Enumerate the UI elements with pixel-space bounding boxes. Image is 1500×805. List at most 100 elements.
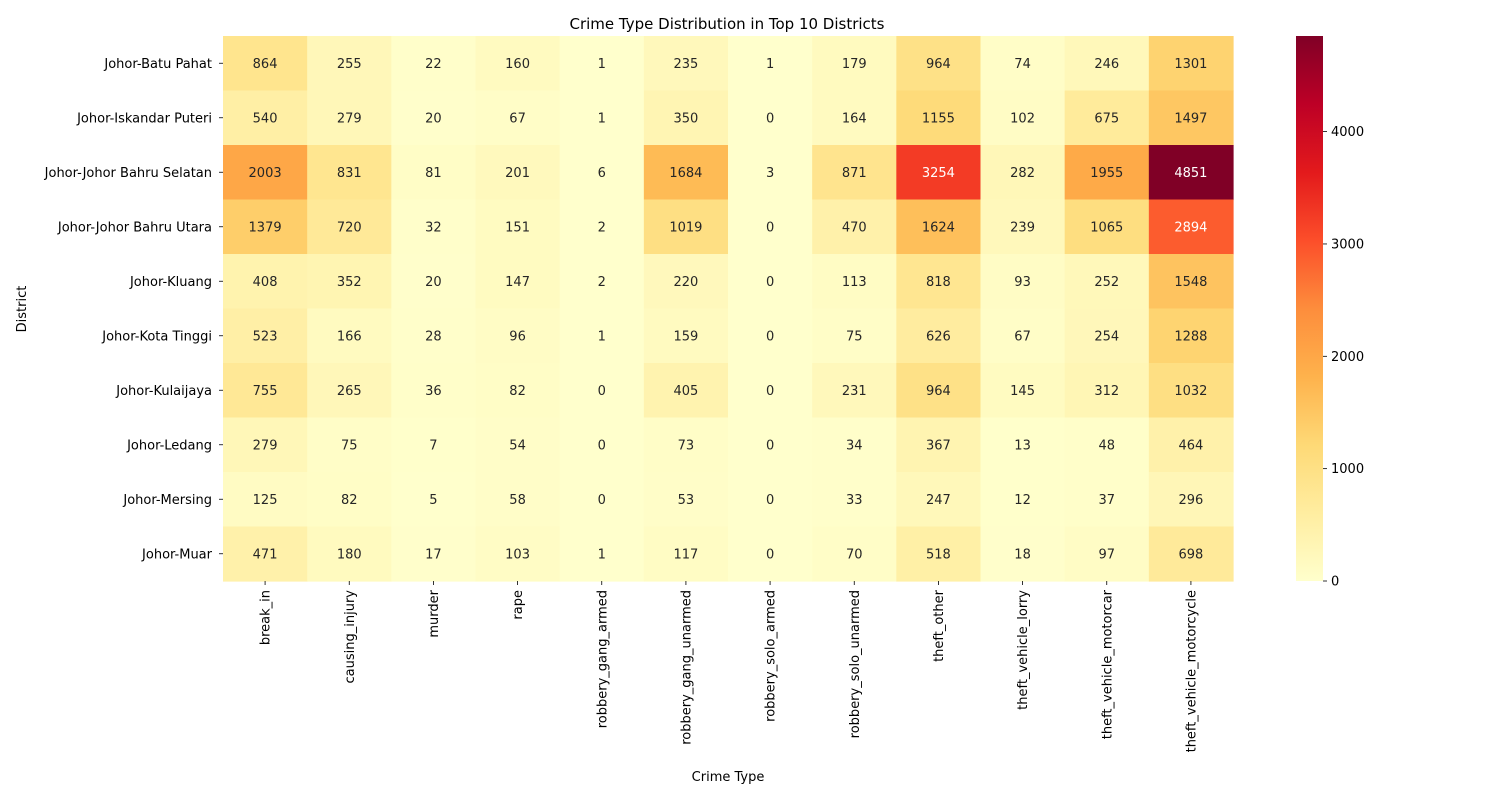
heatmap-cell <box>728 90 813 146</box>
cell-value-label: 1548 <box>1174 275 1207 290</box>
heatmap-cell <box>1064 199 1150 255</box>
heatmap-cell <box>728 145 813 201</box>
cell-value-label: 675 <box>1094 111 1119 126</box>
cell-value-label: 2 <box>598 220 606 235</box>
heatmap-cell <box>896 254 982 310</box>
x-tick-label: robbery_gang_armed <box>595 590 610 728</box>
cell-value-label: 755 <box>253 384 278 399</box>
cell-value-label: 279 <box>253 438 278 453</box>
cell-value-label: 160 <box>505 57 530 72</box>
heatmap-cell <box>643 472 729 528</box>
heatmap-cell <box>1148 199 1234 255</box>
cell-value-label: 20 <box>425 275 442 290</box>
cell-value-label: 831 <box>337 166 362 181</box>
heatmap-cell <box>980 199 1066 255</box>
chart-title: Crime Type Distribution in Top 10 Distri… <box>570 15 885 33</box>
heatmap-cell <box>728 472 813 528</box>
heatmap-cell <box>475 417 561 473</box>
heatmap-cell <box>643 145 729 201</box>
heatmap-cell <box>307 363 392 419</box>
heatmap-cell <box>475 36 561 92</box>
cell-value-label: 0 <box>766 493 774 508</box>
heatmap-cell <box>643 363 729 419</box>
cell-value-label: 0 <box>766 438 774 453</box>
cell-value-label: 7 <box>429 438 437 453</box>
cell-value-label: 1 <box>598 547 606 562</box>
cell-value-label: 103 <box>505 547 530 562</box>
cell-value-label: 279 <box>337 111 362 126</box>
cell-value-label: 1379 <box>249 220 282 235</box>
heatmap-cell <box>643 417 729 473</box>
cell-value-label: 82 <box>509 384 526 399</box>
heatmap-cell <box>475 308 561 364</box>
heatmap-cell <box>812 472 897 528</box>
heatmap-cell <box>812 363 897 419</box>
heatmap-cell <box>896 526 982 582</box>
cell-value-label: 0 <box>598 438 606 453</box>
heatmap-cell <box>980 308 1066 364</box>
cell-value-label: 0 <box>598 493 606 508</box>
x-tick-label: murder <box>427 589 442 637</box>
cell-value-label: 626 <box>926 329 951 344</box>
heatmap-cell <box>1148 254 1234 310</box>
cell-value-label: 2 <box>598 275 606 290</box>
y-tick-label: Johor-Kota Tinggi <box>101 329 212 344</box>
heatmap-cell <box>1064 254 1150 310</box>
heatmap-cell <box>223 254 308 310</box>
cell-value-label: 82 <box>341 493 358 508</box>
cell-value-label: 352 <box>337 275 362 290</box>
cell-value-label: 97 <box>1098 547 1115 562</box>
heatmap-cell <box>1148 472 1234 528</box>
heatmap-cell <box>223 36 308 92</box>
cell-value-label: 1155 <box>922 111 955 126</box>
cell-value-label: 166 <box>337 329 362 344</box>
heatmap-cell <box>1064 417 1150 473</box>
heatmap-cell <box>559 308 645 364</box>
cell-value-label: 0 <box>598 384 606 399</box>
y-tick-label: Johor-Batu Pahat <box>103 57 212 72</box>
cell-value-label: 231 <box>842 384 867 399</box>
cell-value-label: 37 <box>1098 493 1115 508</box>
heatmap-cells <box>223 36 1234 582</box>
cell-value-label: 0 <box>766 547 774 562</box>
heatmap-cell <box>1148 145 1234 201</box>
heatmap-cell <box>391 90 477 146</box>
y-tick-label: Johor-Mersing <box>122 493 212 508</box>
heatmap-cell <box>307 472 392 528</box>
cell-value-label: 265 <box>337 384 362 399</box>
heatmap-cell <box>475 145 561 201</box>
cell-value-label: 151 <box>505 220 530 235</box>
cell-value-label: 964 <box>926 57 951 72</box>
colorbar-gradient <box>1296 36 1323 581</box>
cell-value-label: 818 <box>926 275 951 290</box>
cell-value-label: 17 <box>425 547 442 562</box>
cell-value-label: 67 <box>509 111 526 126</box>
heatmap-cell <box>1064 90 1150 146</box>
heatmap-cell <box>559 472 645 528</box>
heatmap-cell <box>391 199 477 255</box>
cell-value-label: 2003 <box>249 166 282 181</box>
colorbar-tick-label: 3000 <box>1331 237 1364 252</box>
cell-value-label: 117 <box>674 547 699 562</box>
cell-value-label: 6 <box>598 166 606 181</box>
heatmap-cell <box>980 363 1066 419</box>
cell-value-label: 470 <box>842 220 867 235</box>
heatmap-cell <box>559 145 645 201</box>
heatmap-cell <box>559 526 645 582</box>
x-tick-label: robbery_solo_unarmed <box>848 590 863 738</box>
x-tick-label: theft_vehicle_lorry <box>1016 590 1031 710</box>
cell-value-label: 246 <box>1094 57 1119 72</box>
heatmap-cell <box>980 417 1066 473</box>
cell-value-label: 3254 <box>922 166 955 181</box>
heatmap-cell <box>980 145 1066 201</box>
heatmap-cell <box>643 254 729 310</box>
heatmap-cell <box>812 199 897 255</box>
cell-value-label: 1 <box>766 57 774 72</box>
heatmap-cell <box>812 145 897 201</box>
heatmap-cell <box>391 526 477 582</box>
heatmap-cell <box>812 36 897 92</box>
heatmap-cell <box>728 36 813 92</box>
cell-value-label: 252 <box>1094 275 1119 290</box>
cell-value-label: 518 <box>926 547 951 562</box>
heatmap-cell <box>307 526 392 582</box>
